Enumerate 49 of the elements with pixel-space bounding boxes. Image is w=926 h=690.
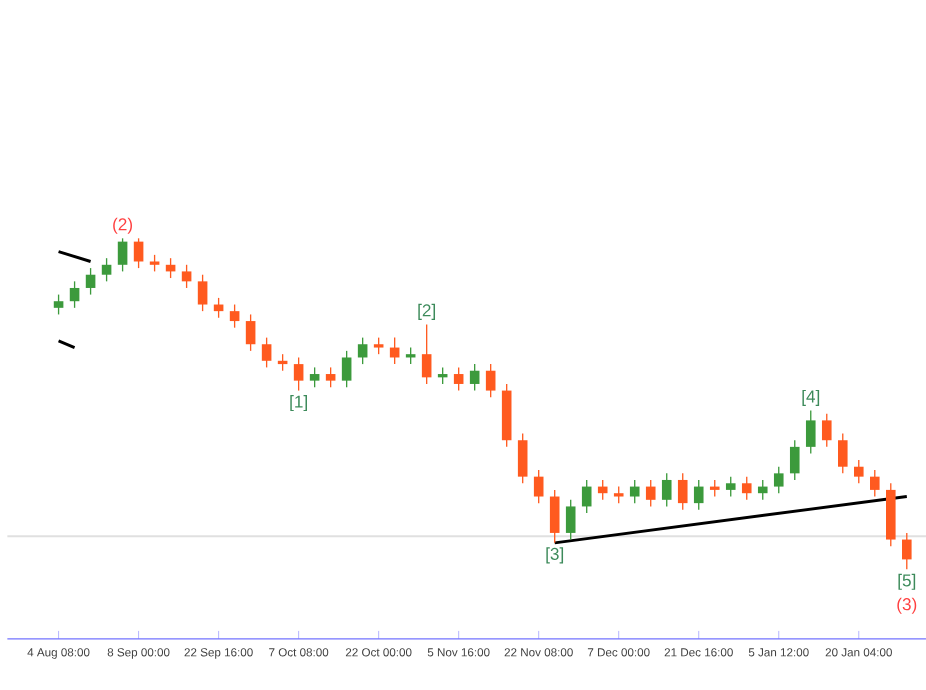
candlestick [757,479,768,501]
candlestick [469,363,480,392]
annotation: [3] [546,547,564,564]
candlestick [565,498,576,540]
candlestick [693,479,704,511]
candlestick [677,472,688,511]
candlestick [229,303,240,329]
text: (3) [897,597,917,614]
candlestick [725,475,736,497]
annotation: [2] [418,303,436,320]
candlestick [773,465,784,494]
candlestick [453,366,464,392]
candlestick [485,363,496,398]
candlestick [901,532,912,570]
candlestick [261,336,272,368]
candlestick [101,257,112,282]
annotation: [4] [802,389,820,406]
candlestick [597,479,608,501]
candlestick [837,432,848,474]
candlestick [581,479,592,514]
candlestick [181,263,192,289]
candlestick [869,469,880,497]
text: [5] [898,573,916,590]
candlestick [293,356,304,392]
candlestick [805,409,816,454]
candlestick [357,336,368,365]
candlestick [309,366,320,388]
candlestick [53,293,64,315]
candlestick [853,459,864,484]
candlestick [517,432,528,484]
candlestick [197,273,208,312]
candlestick [133,237,144,269]
candlestick [85,267,96,296]
candlestick [117,237,128,272]
candlestick [341,349,352,388]
candlestick [421,323,432,385]
candlestick [325,366,336,388]
text: (2) [113,217,133,234]
candlestick [533,469,544,504]
candlestick [741,475,752,501]
candlestick [549,489,560,544]
candlestick [629,479,640,504]
candlestick [645,479,656,507]
candlestick [821,412,832,448]
candlestick [789,439,800,481]
candlestick [661,472,672,507]
annotation: [1] [290,394,307,411]
candlestick [245,313,256,352]
candlestick [69,280,80,309]
